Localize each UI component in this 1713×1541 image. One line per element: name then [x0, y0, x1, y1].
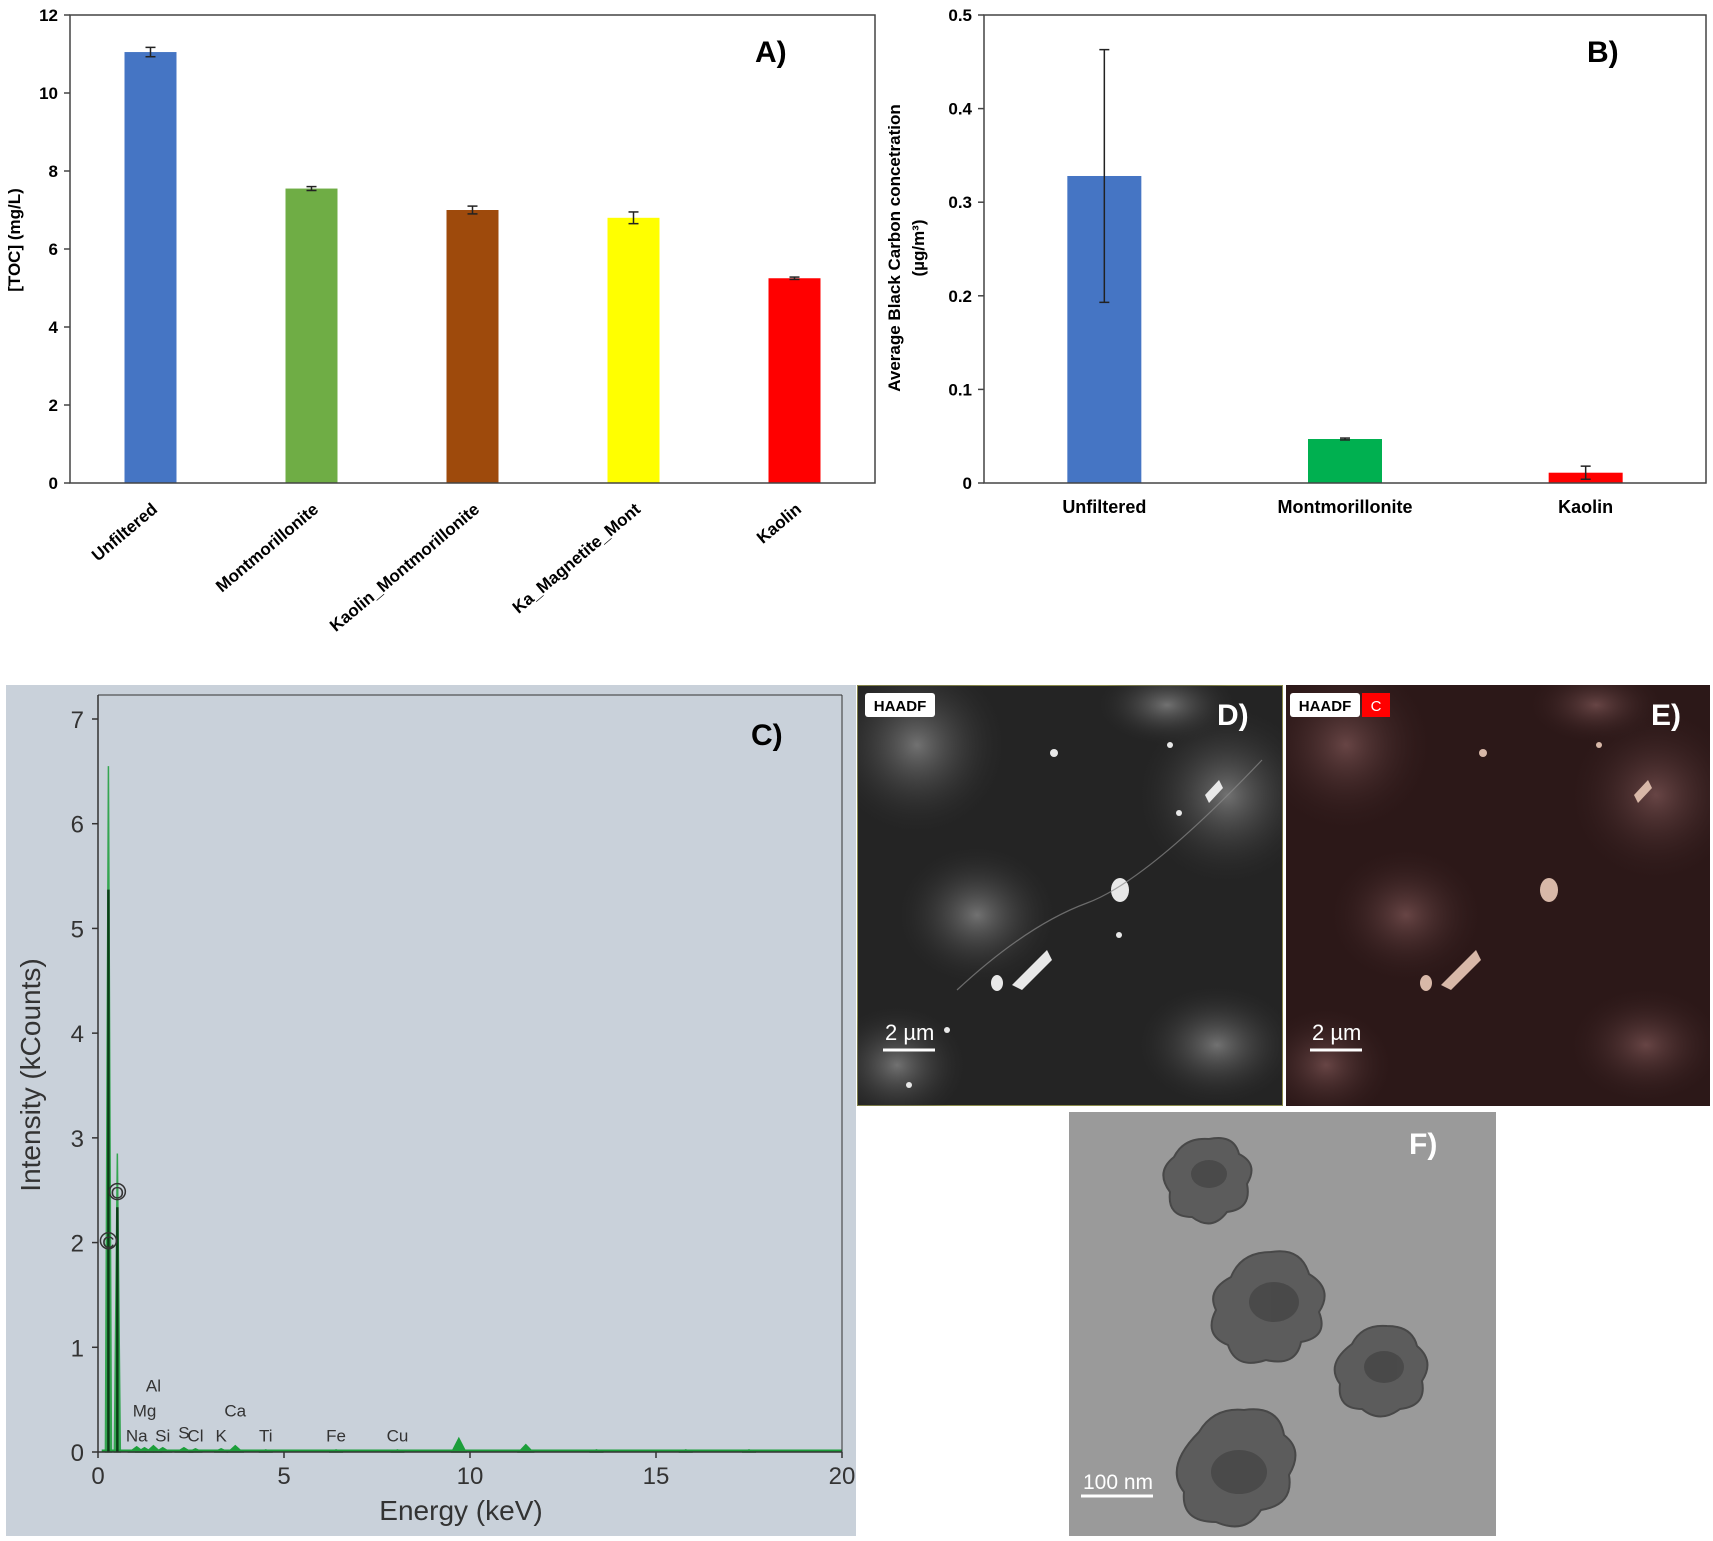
- element-label: K: [215, 1427, 227, 1446]
- x-tick-label: Kaolin: [753, 500, 805, 548]
- y-tick-label: 0.1: [948, 380, 972, 399]
- haadf-badge-text: HAADF: [1299, 698, 1352, 715]
- element-marker-circle: [108, 1182, 127, 1201]
- y-tick-label: 4: [49, 318, 59, 337]
- x-tick-label: Montmorillonite: [1278, 497, 1413, 517]
- y-axis-label-line1: Average Black Carbon concetration: [885, 104, 904, 392]
- y-tick-label: 10: [39, 84, 58, 103]
- x-tick-label: Kaolin: [1558, 497, 1613, 517]
- haadf-badge-text: HAADF: [874, 698, 927, 715]
- y-axis-label: Intensity (kCounts): [15, 958, 46, 1191]
- carbon-badge-text: C: [1371, 698, 1382, 715]
- element-label: C: [102, 1233, 114, 1252]
- x-tick-label: Ka_Magnetite_Mont: [509, 499, 644, 617]
- bar: [607, 217, 660, 484]
- y-tick-label: 8: [49, 162, 58, 181]
- y-tick-label: 0: [963, 474, 972, 493]
- y-tick-label: 6: [71, 812, 84, 839]
- scale-bar-label: 100 nm: [1083, 1471, 1153, 1494]
- y-tick-label: 2: [71, 1231, 84, 1258]
- bar: [285, 188, 338, 484]
- element-label: Si: [155, 1427, 170, 1446]
- element-label: Cu: [387, 1427, 409, 1446]
- x-tick-label: 10: [457, 1463, 484, 1490]
- y-tick-label: 0.4: [948, 100, 972, 119]
- x-tick-label: Montmorillonite: [212, 500, 322, 597]
- x-tick-label: 15: [643, 1463, 670, 1490]
- x-tick-label: 5: [277, 1463, 290, 1490]
- panel-label: F): [1409, 1128, 1437, 1161]
- panel-a-toc-bar-chart: [TOC] (mg/L) 0 2 4 6 8 10 12 Unfiltered Montmor…: [5, 6, 876, 636]
- panel-b-black-carbon-bar-chart: Average Black Carbon concetration (µg/m³…: [885, 6, 1707, 517]
- haadf-badge: [865, 693, 935, 717]
- x-tick-label: Unfiltered: [1062, 497, 1146, 517]
- bar: [446, 210, 499, 483]
- y-tick-label: 7: [71, 707, 84, 734]
- y-axis-label-line2: (µg/m³): [909, 219, 928, 276]
- y-tick-label: 3: [71, 1126, 84, 1153]
- bright-particles: [1420, 742, 1652, 991]
- scale-bar-label: 2 µm: [1312, 1020, 1361, 1045]
- element-label: S: [178, 1423, 189, 1442]
- x-tick-label: 0: [91, 1463, 104, 1490]
- y-tick-label: 12: [39, 6, 58, 25]
- haadf-badge: [1290, 693, 1360, 717]
- y-tick-label: 6: [49, 240, 58, 259]
- bar: [768, 278, 821, 483]
- element-label: Ca: [224, 1401, 246, 1420]
- fiber-strand: [956, 759, 1263, 991]
- bright-particles: [906, 742, 1223, 1088]
- scale-bar-label: 2 µm: [885, 1020, 934, 1045]
- element-label: O: [111, 1184, 124, 1203]
- y-tick-label: 1: [71, 1335, 84, 1362]
- x-axis-label: Energy (keV): [379, 1495, 542, 1526]
- bar: [124, 52, 177, 484]
- plot-frame: [983, 14, 1707, 484]
- panel-label: E): [1651, 699, 1681, 732]
- element-label: Fe: [326, 1427, 346, 1446]
- panel-d-haadf-micrograph: HAADF D) 2 µm: [857, 685, 1283, 1106]
- panel-f-tem-micrograph: F) 100 nm: [1069, 1112, 1496, 1536]
- bar: [1308, 439, 1382, 483]
- element-label: Na: [126, 1427, 148, 1446]
- particle-aggregates: [1162, 1137, 1429, 1528]
- element-label: Al: [146, 1376, 161, 1395]
- y-tick-label: 0: [49, 474, 58, 493]
- carbon-badge: [1362, 693, 1390, 717]
- x-tick-label: Kaolin_Montmorillonite: [326, 500, 483, 636]
- y-tick-label: 5: [71, 916, 84, 943]
- y-tick-label: 0.3: [948, 193, 972, 212]
- y-tick-label: 0: [71, 1440, 84, 1467]
- x-tick-label: 20: [829, 1463, 856, 1490]
- diffuse-particles: [857, 685, 1283, 1106]
- element-marker-circle: [99, 1232, 118, 1250]
- panel-label: B): [1587, 36, 1619, 69]
- y-tick-label: 4: [71, 1021, 84, 1048]
- element-label: Mg: [133, 1401, 157, 1420]
- element-label: Cl: [187, 1427, 203, 1446]
- panel-label: D): [1217, 699, 1249, 732]
- panel-label: A): [755, 36, 787, 69]
- panel-e-carbon-map: HAADF C E) 2 µm: [1286, 685, 1710, 1106]
- y-axis-label: [TOC] (mg/L): [5, 188, 24, 292]
- plot-background: [6, 685, 856, 1536]
- y-tick-label: 0.5: [948, 6, 972, 25]
- y-tick-label: 0.2: [948, 287, 972, 306]
- y-tick-label: 2: [49, 396, 58, 415]
- x-tick-label: Unfiltered: [88, 500, 161, 566]
- element-label: Ti: [259, 1427, 273, 1446]
- plot-frame: [69, 14, 876, 484]
- panel-label: C): [751, 719, 783, 752]
